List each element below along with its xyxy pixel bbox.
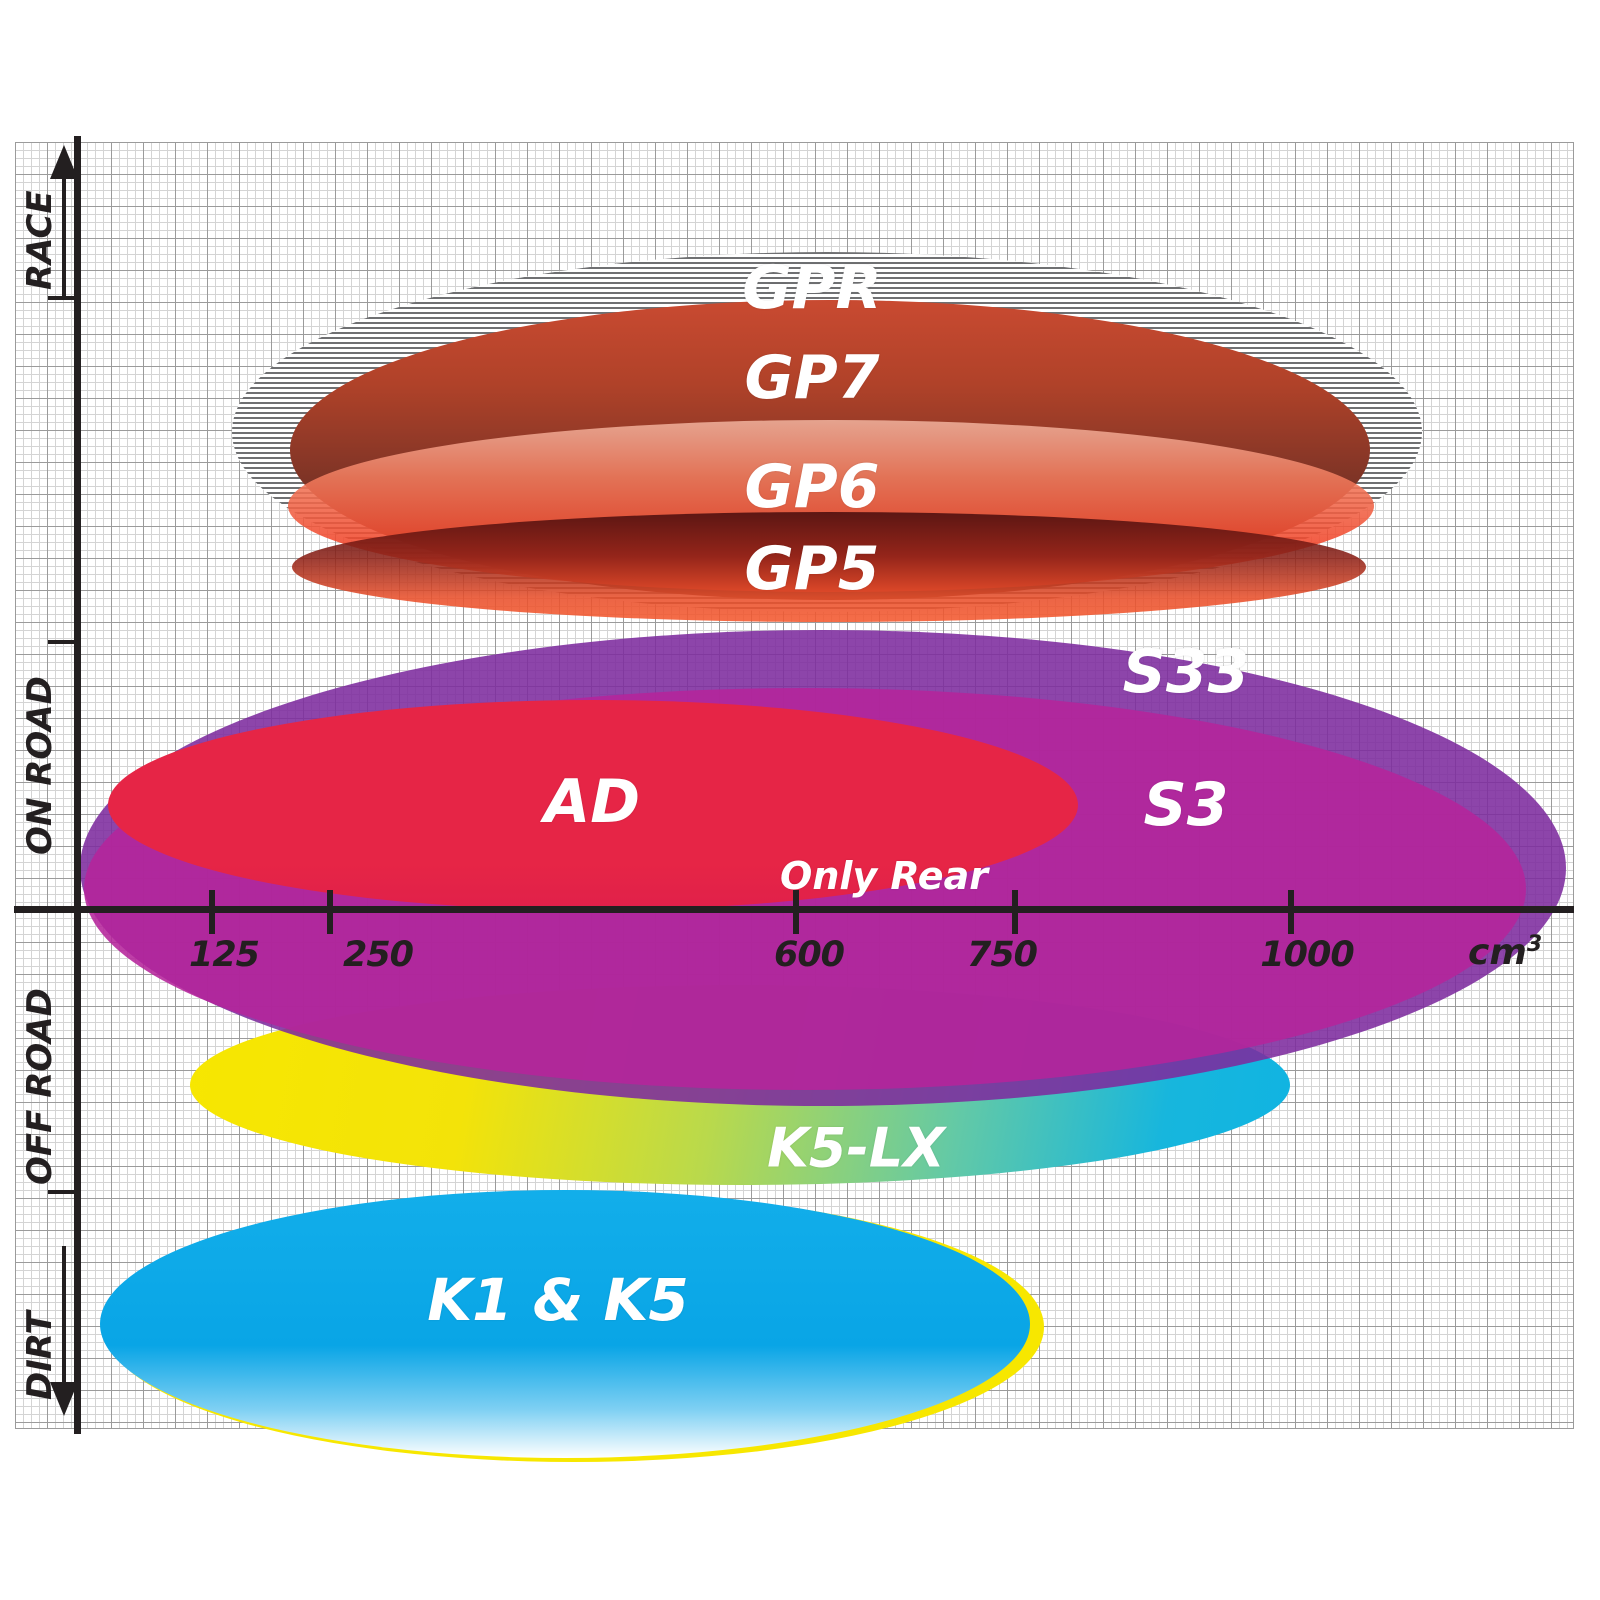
x-tick-label-600: 600 xyxy=(773,935,845,975)
off-road-rule-bottom xyxy=(48,1190,76,1194)
x-axis-unit-exponent: 3 xyxy=(1526,932,1543,957)
race-arrow-icon xyxy=(50,145,78,179)
race-rule xyxy=(62,176,66,300)
band-label-race: RACE xyxy=(20,190,60,290)
race-rule-end xyxy=(48,296,76,300)
blob-label-gp6: GP6 xyxy=(744,452,880,522)
blob-label-s33: S33 xyxy=(1122,637,1250,707)
blob-label-ad: AD xyxy=(543,767,641,837)
blob-label-s3: S3 xyxy=(1143,770,1229,840)
on-road-rule-top xyxy=(48,640,76,644)
y-axis-line xyxy=(74,136,81,1434)
blob-label-k5lx: K5-LX xyxy=(767,1116,945,1180)
x-tick-600 xyxy=(793,890,799,934)
blob-label-gp7: GP7 xyxy=(744,343,880,413)
x-tick-label-250: 250 xyxy=(342,935,414,975)
blob-label-gpr: GPR xyxy=(742,253,882,323)
blob-gp5 xyxy=(292,512,1366,622)
x-axis-unit-text: cm xyxy=(1468,932,1527,973)
blob-label-k1k5: K1 & K5 xyxy=(427,1266,689,1334)
blob-ad xyxy=(108,700,1078,910)
x-tick-label-1000: 1000 xyxy=(1260,935,1354,975)
x-tick-250 xyxy=(327,890,333,934)
x-tick-125 xyxy=(209,890,215,934)
band-label-off-road: OFF ROAD xyxy=(20,988,60,1185)
dirt-rule xyxy=(62,1246,66,1386)
annotation-only-rear: Only Rear xyxy=(780,854,988,898)
band-label-dirt: DIRT xyxy=(20,1311,60,1400)
blob-k1k5 xyxy=(100,1190,1030,1458)
x-axis-unit-label: cm3 xyxy=(1468,932,1542,973)
x-tick-750 xyxy=(1012,890,1018,934)
x-tick-label-750: 750 xyxy=(966,935,1038,975)
x-tick-1000 xyxy=(1288,890,1294,934)
dirt-arrow-icon xyxy=(50,1382,78,1416)
x-tick-label-125: 125 xyxy=(188,935,260,975)
band-label-on-road: ON ROAD xyxy=(20,676,60,855)
blob-label-gp5: GP5 xyxy=(744,534,880,604)
